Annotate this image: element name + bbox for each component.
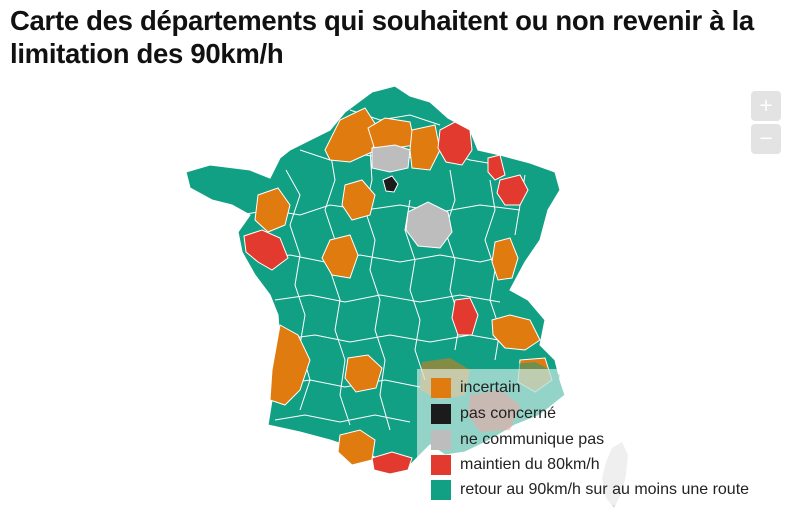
dept-oise	[371, 144, 411, 173]
maintien-regions[interactable]	[243, 121, 529, 475]
ne-communique-pas-regions[interactable]	[371, 144, 453, 249]
dept-loire-atlantique	[243, 229, 289, 271]
dept-sarthe	[341, 179, 376, 221]
legend-label: ne communique pas	[460, 431, 605, 448]
map-legend: incertain pas concerné ne communique pas…	[417, 369, 777, 505]
legend-item-retour[interactable]: retour au 90km/h sur au moins une route	[431, 478, 749, 502]
legend-label: pas concerné	[460, 405, 557, 422]
legend-label: incertain	[460, 379, 521, 396]
legend-label: retour au 90km/h sur au moins une route	[460, 481, 750, 498]
dept-moselle	[487, 154, 506, 181]
legend-swatch	[431, 455, 451, 475]
dept-loire	[451, 297, 479, 336]
dept-pyrenees-orientales	[371, 451, 413, 475]
zoom-in-button[interactable]: +	[751, 91, 781, 121]
legend-swatch	[431, 404, 451, 424]
dept-indre	[321, 234, 359, 279]
legend-swatch	[431, 430, 451, 450]
legend-label: maintien du 80km/h	[460, 456, 600, 473]
dept-lot	[344, 354, 383, 393]
dept-jura	[491, 237, 519, 281]
dept-ardennes	[437, 121, 473, 166]
dept-bas-rhin	[496, 174, 529, 206]
zoom-out-button[interactable]: −	[751, 124, 781, 154]
page-title: Carte des départements qui souhaitent ou…	[10, 5, 754, 69]
legend-swatch	[431, 480, 451, 500]
dept-landes	[269, 324, 311, 406]
legend-swatch	[431, 378, 451, 398]
dept-isere	[491, 314, 541, 351]
legend-item-ne-communique-pas[interactable]: ne communique pas	[431, 428, 604, 452]
dept-yonne	[405, 201, 453, 249]
legend-item-pas-concerne[interactable]: pas concerné	[431, 402, 556, 426]
dept-paris[interactable]	[382, 175, 399, 193]
legend-item-maintien[interactable]: maintien du 80km/h	[431, 453, 600, 477]
legend-item-incertain[interactable]: incertain	[431, 376, 520, 400]
incertain-regions[interactable]	[254, 107, 553, 466]
dept-ille-vilaine	[254, 187, 291, 233]
